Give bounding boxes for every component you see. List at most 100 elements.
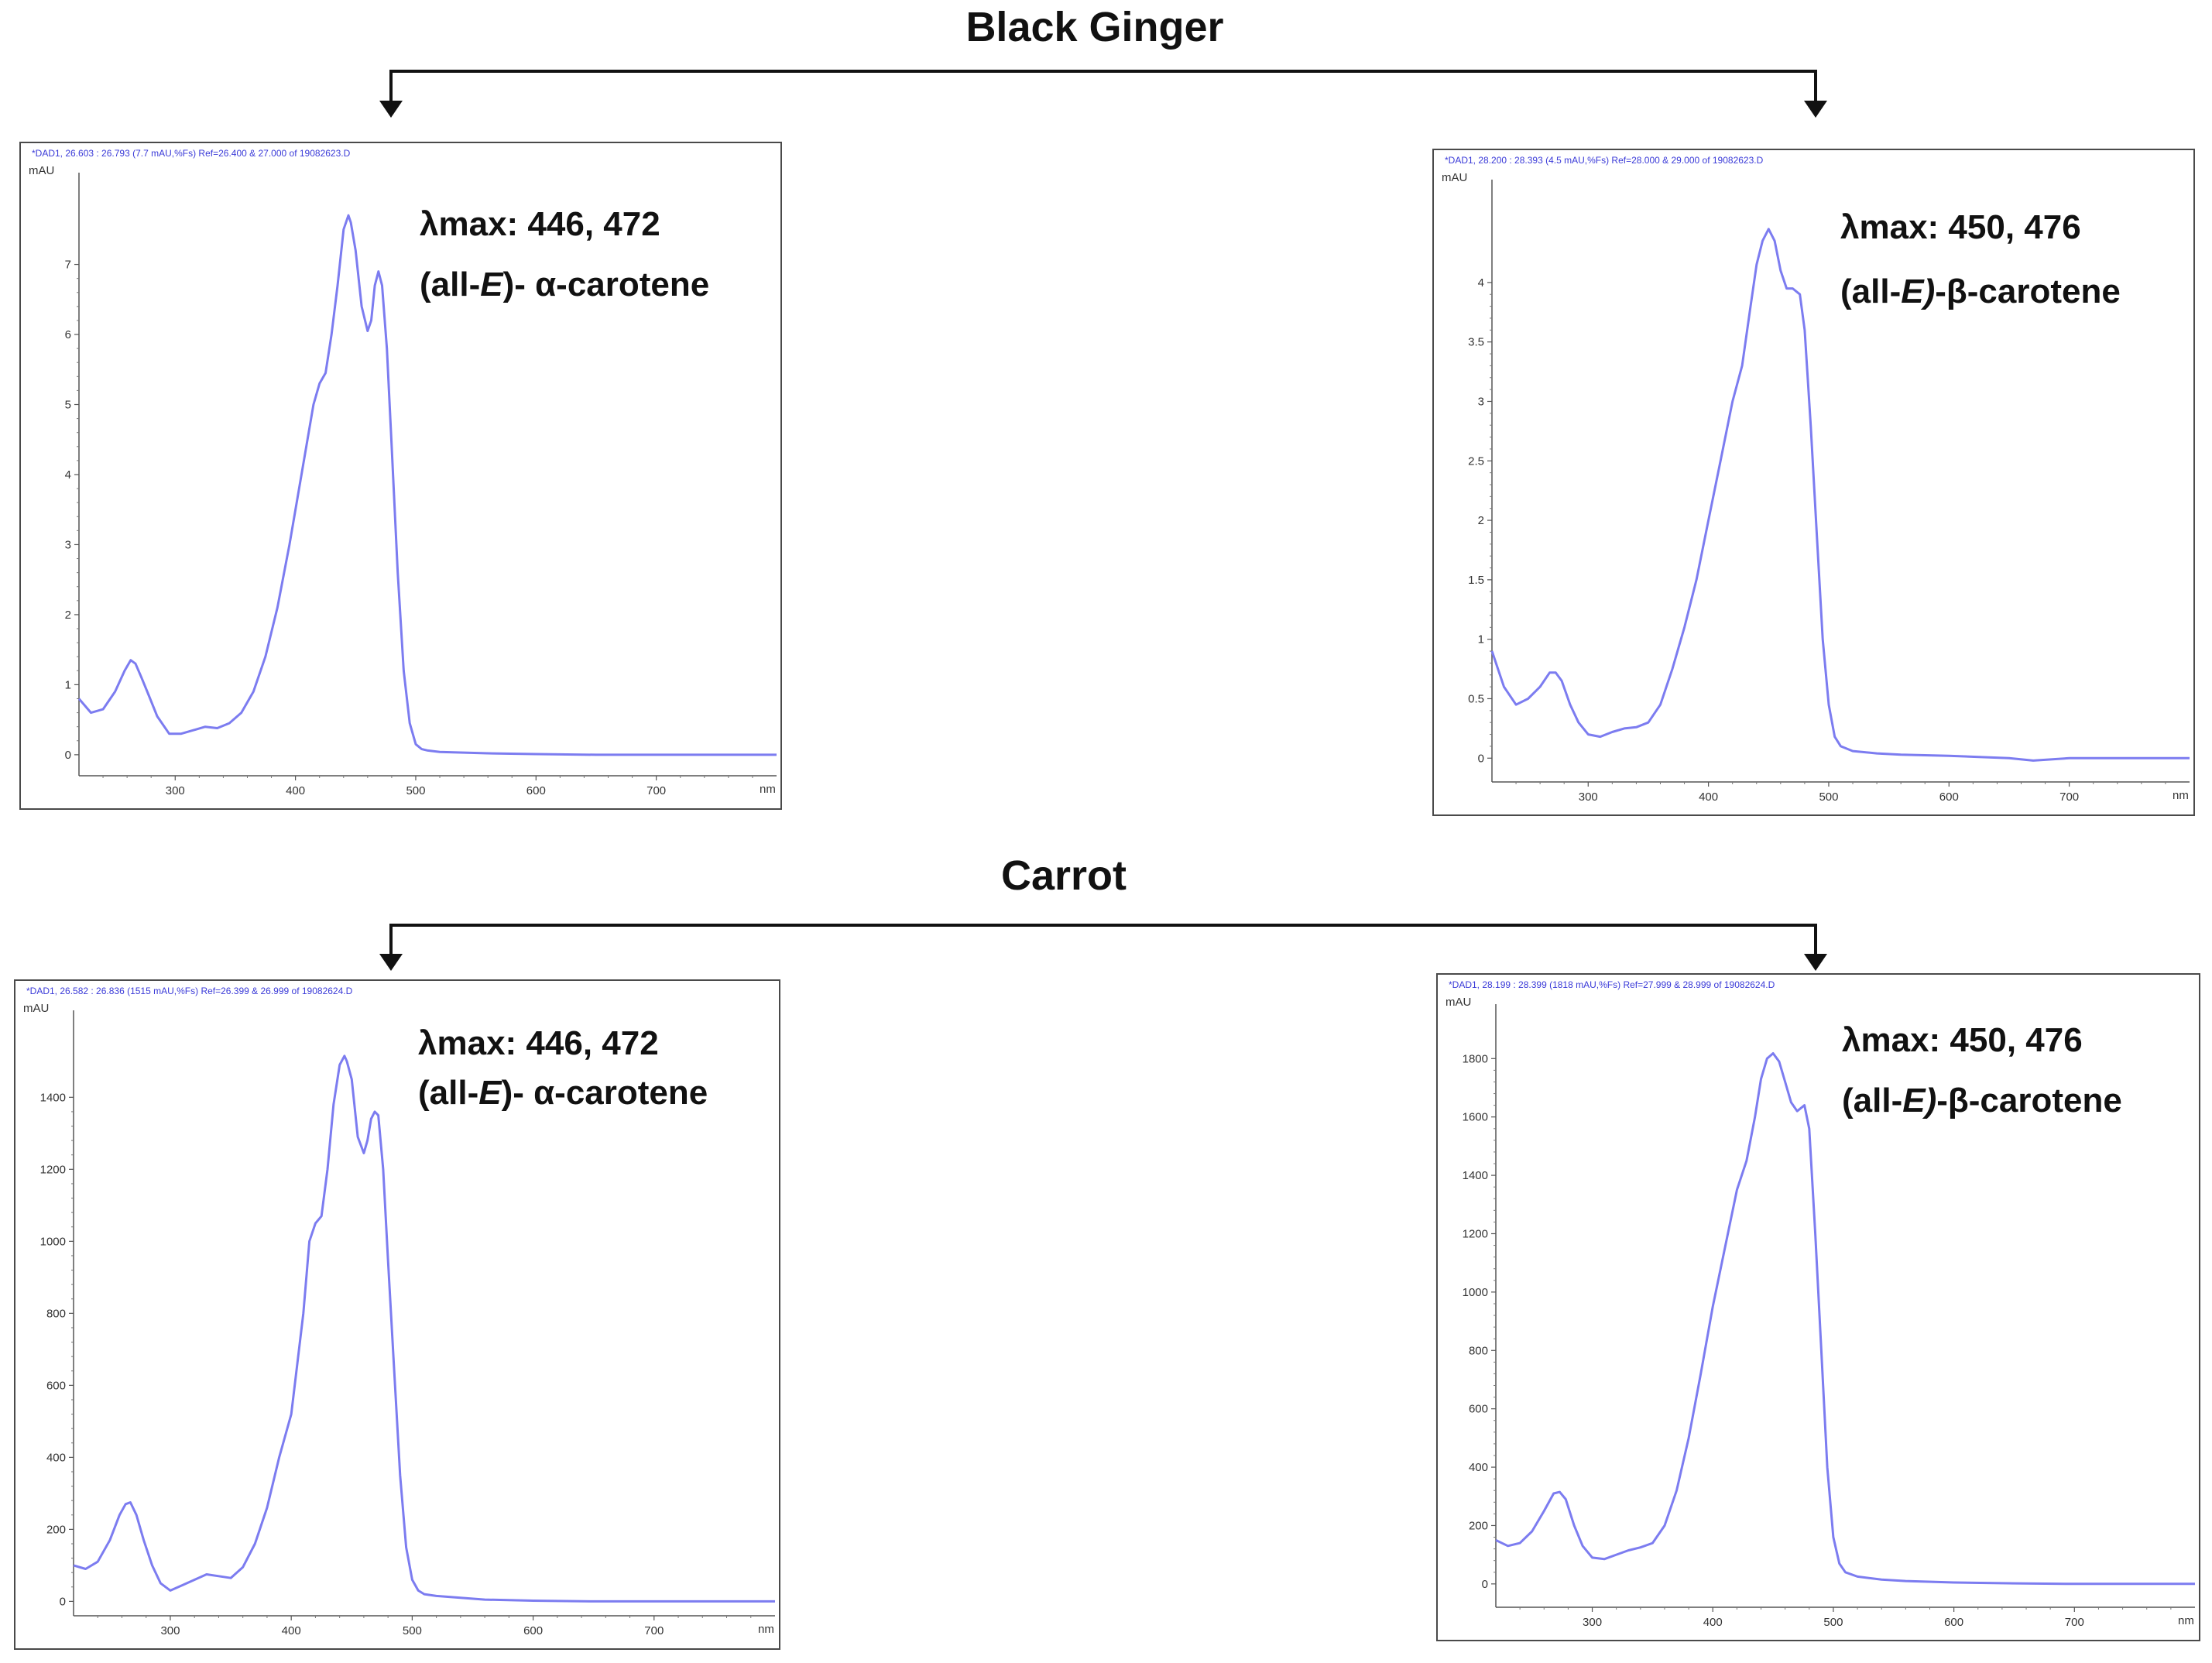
y-tick-label: 5 — [65, 399, 71, 412]
y-tick-label: 1000 — [40, 1235, 66, 1248]
y-axis-label: mAU — [23, 1002, 49, 1015]
compound-isomer: E — [478, 1074, 502, 1112]
arrowhead-right-top — [1804, 101, 1827, 118]
x-tick-label: 300 — [1583, 1616, 1602, 1629]
spectrum-plot: mAU nm 0 0.5 1 1.5 2 2.5 3 3.5 4 300 400 500 600 700 — [1442, 171, 2190, 804]
y-tick-label: 3 — [65, 538, 71, 551]
spectrum-panel-black-ginger-beta: mAU nm 0 0.5 1 1.5 2 2.5 3 3.5 4 300 400 500 600 700 *D… — [1432, 149, 2195, 816]
y-tick-label: 1 — [65, 678, 71, 691]
spectrum-trace — [73, 1054, 775, 1603]
y-tick-label: 3.5 — [1468, 336, 1484, 349]
x-tick-label: 400 — [1703, 1616, 1723, 1629]
y-tick-label: 0 — [1482, 1578, 1488, 1591]
compound-suffix: -β-carotene — [1935, 273, 2121, 310]
y-axis-label: mAU — [1446, 996, 1471, 1009]
lambda-max-label: λmax: 450, 476 — [1842, 1021, 2083, 1059]
carrot-connector — [379, 924, 1827, 971]
x-tick-label: 300 — [160, 1624, 180, 1637]
y-tick-label: 0 — [65, 749, 71, 762]
y-tick-label: 7 — [65, 259, 71, 272]
y-tick-label: 4 — [1478, 276, 1484, 290]
y-tick-label: 0.5 — [1468, 692, 1484, 705]
x-tick-label: 400 — [282, 1624, 301, 1637]
spectrum-trace — [1495, 1052, 2195, 1586]
x-tick-label: 400 — [286, 784, 305, 797]
spectrum-panel-black-ginger-alpha: mAU nm 0 1 2 3 4 5 6 7 300 400 500 600 700 *DAD1, 26.6… — [19, 142, 782, 810]
y-tick-label: 0 — [1478, 752, 1484, 765]
y-tick-label: 1000 — [1463, 1286, 1488, 1299]
compound-label: (all-E)- α-carotene — [420, 266, 709, 304]
lambda-max-label: λmax: 450, 476 — [1840, 208, 2081, 246]
compound-prefix: (all- — [418, 1074, 479, 1112]
panel-header: *DAD1, 26.603 : 26.793 (7.7 mAU,%Fs) Ref… — [32, 148, 351, 159]
x-tick-label: 300 — [166, 784, 185, 797]
compound-suffix: )- α-carotene — [501, 1074, 708, 1112]
x-tick-label: 600 — [1944, 1616, 1963, 1629]
y-tick-label: 400 — [1469, 1461, 1488, 1474]
panel-header: *DAD1, 28.200 : 28.393 (4.5 mAU,%Fs) Ref… — [1445, 155, 1764, 166]
x-axis-label: nm — [758, 1623, 774, 1636]
compound-isomer: E — [480, 266, 503, 303]
group-title-carrot: Carrot — [1000, 852, 1127, 899]
x-axis-label: nm — [2173, 789, 2189, 802]
y-axis-label: mAU — [29, 164, 54, 177]
x-tick-label: 500 — [403, 1624, 422, 1637]
y-tick-label: 6 — [65, 328, 71, 341]
compound-prefix: (all- — [1842, 1082, 1903, 1120]
spectrum-trace — [1490, 228, 2190, 762]
y-tick-label: 1200 — [1463, 1227, 1488, 1240]
x-tick-label: 500 — [406, 784, 425, 797]
panel-header: *DAD1, 28.199 : 28.399 (1818 mAU,%Fs) Re… — [1449, 979, 1775, 990]
compound-label: (all-E)- α-carotene — [418, 1074, 708, 1113]
y-tick-label: 600 — [46, 1379, 66, 1392]
x-axis-label: nm — [2178, 1614, 2194, 1627]
spectrum-trace — [77, 214, 777, 756]
x-tick-label: 700 — [644, 1624, 664, 1637]
y-tick-label: 1600 — [1463, 1111, 1488, 1124]
spectrum-panel-carrot-alpha: mAU nm 0 200 400 600 800 1000 1200 1400 300 400 500 6… — [14, 979, 780, 1650]
compound-label: (all-E)-β-carotene — [1840, 273, 2121, 311]
spectrum-plot: mAU nm 0 200 400 600 800 1000 1200 1400 300 400 500 6… — [23, 1002, 775, 1637]
x-axis-label: nm — [760, 783, 776, 796]
y-tick-label: 200 — [46, 1523, 66, 1536]
y-tick-label: 1400 — [1463, 1169, 1488, 1182]
lambda-max-label: λmax: 446, 472 — [418, 1024, 659, 1062]
x-tick-label: 700 — [2065, 1616, 2084, 1629]
spectrum-panel-carrot-beta: mAU nm 0 200 400 600 800 1000 1200 1400 1600 1800 30… — [1436, 973, 2200, 1641]
spectrum-plot: mAU nm 0 200 400 600 800 1000 1200 1400 1600 1800 30… — [1446, 996, 2195, 1629]
y-tick-label: 1 — [1478, 633, 1484, 646]
y-tick-label: 800 — [46, 1307, 66, 1320]
y-tick-label: 600 — [1469, 1403, 1488, 1416]
group-title-black-ginger: Black Ginger — [965, 4, 1224, 50]
y-tick-label: 2 — [65, 609, 71, 622]
compound-prefix: (all- — [1840, 273, 1902, 310]
compound-isomer: E) — [1901, 273, 1936, 310]
x-tick-label: 700 — [646, 784, 666, 797]
x-tick-label: 700 — [2059, 790, 2079, 804]
lambda-max-label: λmax: 446, 472 — [420, 205, 660, 243]
y-axis-label: mAU — [1442, 171, 1467, 184]
compound-suffix: -β-carotene — [1936, 1082, 2122, 1120]
x-tick-label: 600 — [526, 784, 546, 797]
x-tick-label: 500 — [1823, 1616, 1843, 1629]
compound-prefix: (all- — [420, 266, 481, 303]
x-tick-label: 400 — [1699, 790, 1718, 804]
compound-suffix: )- α-carotene — [502, 266, 710, 303]
y-tick-label: 1.5 — [1468, 574, 1484, 587]
y-tick-label: 4 — [65, 468, 71, 482]
arrowhead-left-top — [379, 101, 403, 118]
arrowhead-left-bottom — [379, 954, 403, 971]
y-tick-label: 0 — [60, 1595, 66, 1608]
y-tick-label: 2.5 — [1468, 454, 1484, 468]
x-tick-label: 300 — [1579, 790, 1598, 804]
spectrum-plot: mAU nm 0 1 2 3 4 5 6 7 300 400 500 600 700 — [29, 164, 777, 797]
compound-isomer: E) — [1902, 1082, 1937, 1120]
y-tick-label: 200 — [1469, 1519, 1488, 1532]
y-tick-label: 800 — [1469, 1344, 1488, 1357]
compound-label: (all-E)-β-carotene — [1842, 1082, 2122, 1120]
x-tick-label: 500 — [1819, 790, 1838, 804]
x-tick-label: 600 — [523, 1624, 543, 1637]
black-ginger-connector — [379, 70, 1827, 118]
y-tick-label: 1800 — [1463, 1052, 1488, 1065]
y-tick-label: 2 — [1478, 514, 1484, 527]
